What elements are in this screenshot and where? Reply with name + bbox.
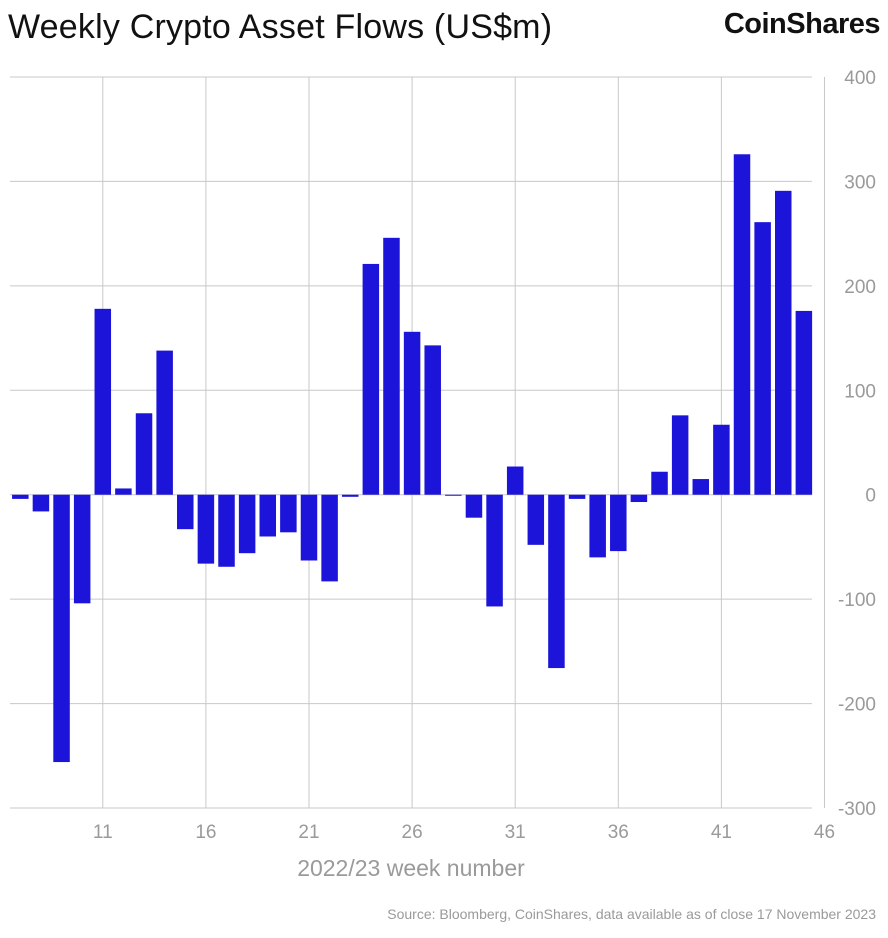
chart-title: Weekly Crypto Asset Flows (US$m) [8,8,553,46]
bar-week-40 [692,479,710,495]
bar-week-21 [300,494,318,561]
bar-week-34 [568,494,586,499]
bar-week-22 [321,494,338,582]
y-tick-label: 400 [844,68,876,89]
bar-week-17 [218,494,235,567]
bar-week-43 [754,222,771,495]
bar-week-30 [486,494,503,607]
bar-week-14 [156,350,173,495]
bar-week-13 [135,413,153,495]
x-tick-label: 16 [195,822,216,843]
bar-week-39 [671,415,689,495]
x-tick-label: 36 [608,822,629,843]
bar-week-28 [445,494,462,496]
bar-week-24 [362,263,380,495]
bar-week-11 [94,308,112,495]
bar-week-38 [651,471,668,495]
y-tick-label: 300 [844,172,876,193]
bar-week-15 [177,494,194,530]
x-tick-label: 11 [93,822,113,843]
bar-week-16 [197,494,215,564]
bars [12,154,813,763]
bar-week-29 [465,494,483,518]
bar-week-31 [506,466,524,495]
bar-week-25 [383,237,400,495]
bar-week-20 [280,494,297,533]
bar-week-26 [403,331,421,495]
bar-week-10 [73,494,91,604]
bar-week-36 [610,494,627,552]
y-tick-label: 200 [844,277,876,298]
x-tick-label: 26 [402,822,423,843]
x-axis: 11 16 21 26 31 36 41 46 [93,822,835,843]
y-tick-label: 100 [844,381,876,402]
x-tick-label: 31 [505,822,526,843]
x-tick-label: 21 [298,822,319,843]
bar-week-35 [589,494,606,558]
x-axis-label: 2022/23 week number [297,855,525,881]
bar-week-9 [53,494,70,763]
bar-week-41 [713,424,730,495]
bar-week-27 [424,345,441,495]
source-note: Source: Bloomberg, CoinShares, data avai… [387,906,876,922]
bar-week-18 [238,494,256,554]
y-tick-label: -200 [838,695,876,716]
x-tick-label: 41 [711,822,732,843]
bar-week-44 [775,190,792,495]
y-tick-label: 0 [865,486,876,507]
y-tick-label: -300 [838,799,876,820]
brand-logo: CoinShares [723,8,881,40]
y-tick-label: -100 [838,590,876,611]
bar-week-37 [630,494,648,503]
bar-week-42 [733,154,751,495]
bar-week-12 [115,488,132,495]
bar-week-19 [259,494,276,537]
x-tick-label: 46 [814,822,835,843]
bar-week-8 [32,494,50,512]
bar-week-45 [795,310,813,495]
bar-week-32 [527,494,545,545]
bar-week-7 [12,494,29,499]
bar-week-33 [548,494,565,669]
bar-week-23 [341,494,359,497]
y-axis: 400 300 200 100 0 -100 -200 -300 [838,68,876,820]
